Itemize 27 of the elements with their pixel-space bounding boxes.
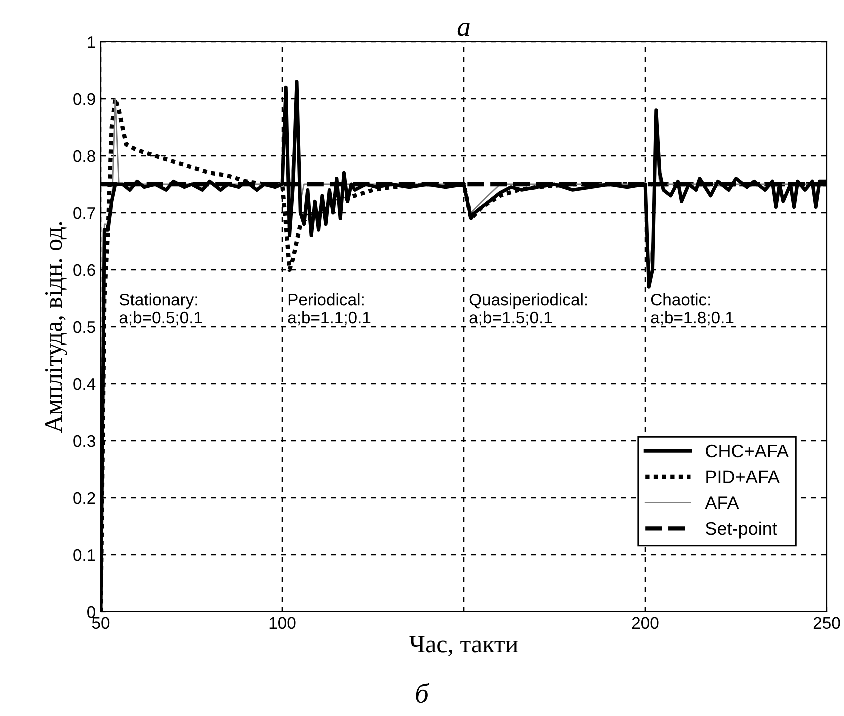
legend-label: AFA xyxy=(705,496,740,510)
y-tick-label: 0.7 xyxy=(74,207,96,220)
legend-label: CHC+AFA xyxy=(706,444,789,458)
legend-label: PID+AFA xyxy=(706,470,780,484)
y-tick-label: 0.8 xyxy=(74,150,96,162)
x-tick-label: 100 xyxy=(270,617,296,630)
x-tick-label: 200 xyxy=(632,617,659,630)
annotation: Chaotic: a;b=1.8;0.1 xyxy=(651,294,734,326)
y-tick-label: 0.6 xyxy=(74,264,96,276)
annotation: Periodical: a;b=1.1;0.1 xyxy=(288,294,371,326)
x-tick-label: 250 xyxy=(814,617,840,630)
y-tick-label: 1 xyxy=(88,36,96,48)
x-tick-label: 50 xyxy=(92,617,110,630)
annotation: Stationary: a;b=0.5;0.1 xyxy=(120,294,202,326)
y-tick-label: 0.5 xyxy=(74,321,96,334)
annotation: Quasiperiodical: a;b=1.5;0.1 xyxy=(470,294,588,326)
y-tick-label: 0.3 xyxy=(74,435,96,448)
y-tick-label: 0.9 xyxy=(74,93,96,106)
y-tick-label: 0.4 xyxy=(74,378,96,390)
y-tick-label: 0.1 xyxy=(74,549,96,562)
y-axis-title: Амплітуда, відн. од. xyxy=(45,222,68,434)
x-axis-title: Час, такти xyxy=(410,636,518,656)
legend-label: Set-point xyxy=(706,522,778,539)
y-tick-label: 0.2 xyxy=(74,492,96,504)
chart-title: а xyxy=(458,23,470,36)
text: б xyxy=(416,683,430,704)
y-tick-label: 0 xyxy=(88,606,96,618)
